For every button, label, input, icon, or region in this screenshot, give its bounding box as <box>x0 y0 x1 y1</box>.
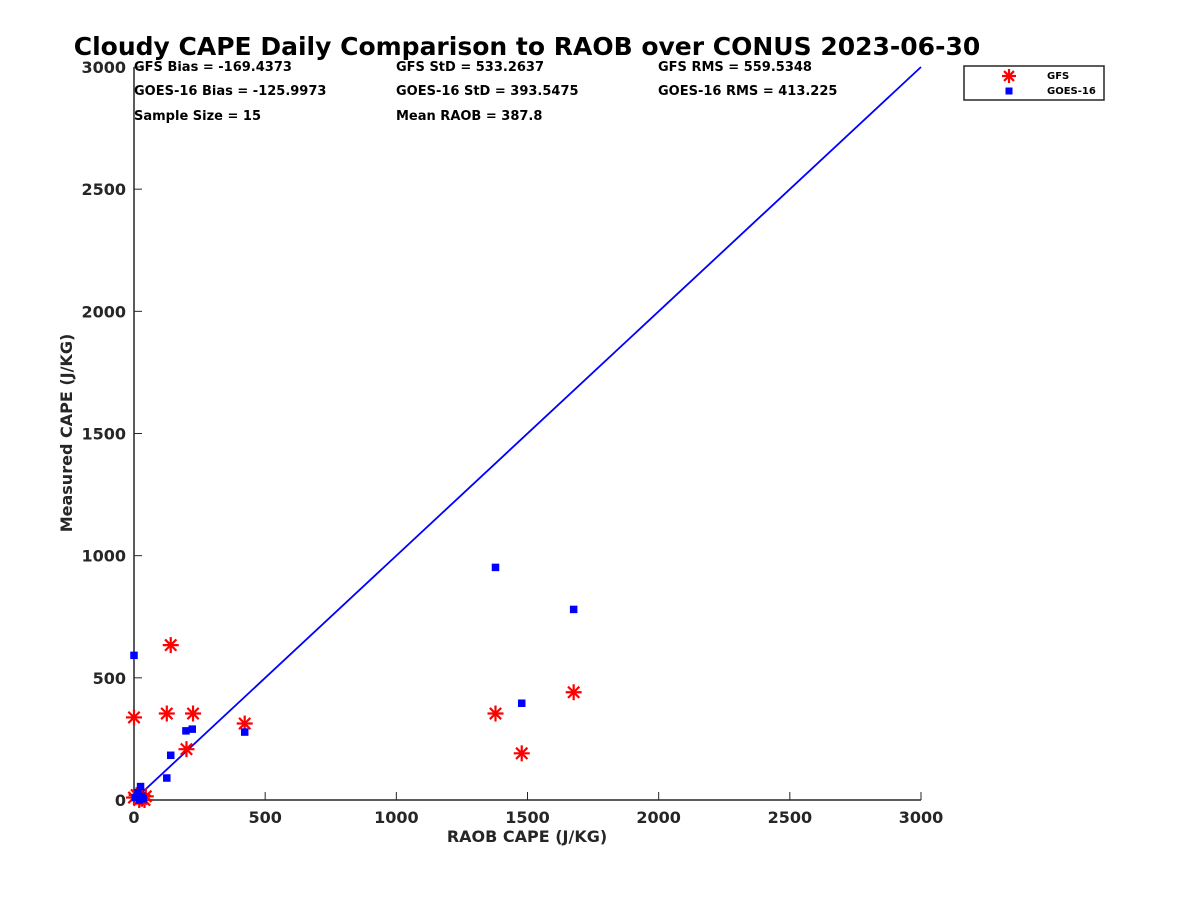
gfs-point <box>487 705 504 722</box>
x-tick-label: 3000 <box>899 808 944 827</box>
y-tick-label: 500 <box>93 669 126 688</box>
stat-text: GOES-16 StD = 393.5475 <box>396 84 579 99</box>
goes16-point <box>182 727 190 735</box>
goes16-point <box>491 563 500 572</box>
goes16-point <box>136 782 145 791</box>
stat-text: GFS StD = 533.2637 <box>396 60 544 75</box>
goes16-point <box>134 788 142 797</box>
goes16-point <box>166 751 175 760</box>
chart-title: Cloudy CAPE Daily Comparison to RAOB ove… <box>74 32 980 61</box>
x-tick-label: 2000 <box>636 808 681 827</box>
data-marks <box>126 563 582 808</box>
y-tick-label: 3000 <box>81 58 126 77</box>
x-tick-label: 500 <box>248 808 281 827</box>
legend-box <box>963 65 1105 101</box>
y-tick-label: 1500 <box>81 425 126 444</box>
legend-goes16-label: GOES-16 <box>1047 86 1096 97</box>
goes16-point <box>135 796 143 804</box>
y-tick-label: 2000 <box>81 302 126 321</box>
x-axis-label: RAOB CAPE (J/KG) <box>447 827 607 846</box>
goes16-point <box>131 793 140 802</box>
x-tick-label: 0 <box>128 808 139 827</box>
gfs-point <box>162 637 179 654</box>
goes16-point <box>569 605 578 614</box>
y-tick-label: 0 <box>115 791 126 810</box>
statistics-annotations: GFS Bias = -169.4373 GFS StD = 533.2637 GF… <box>134 60 837 124</box>
x-tick-label: 1000 <box>374 808 419 827</box>
axes: 0 500 1000 1500 2000 2500 3000 0 500 1000 1500 2000… <box>81 58 943 827</box>
reference-line-group <box>133 66 922 801</box>
x-tick-label: 2500 <box>768 808 813 827</box>
stat-text: GFS RMS = 559.5348 <box>658 60 812 75</box>
y-tick-label: 2500 <box>81 180 126 199</box>
y-axis-label: Measured CAPE (J/KG) <box>57 334 76 533</box>
gfs-point <box>126 709 142 726</box>
stat-text: GFS Bias = -169.4373 <box>134 60 292 75</box>
gfs-point <box>185 705 202 722</box>
goes16-point <box>139 795 147 803</box>
gfs-point <box>565 684 582 701</box>
y-tick-label: 1000 <box>81 547 126 566</box>
stat-text: Sample Size = 15 <box>134 109 261 124</box>
goes16-point <box>163 774 171 782</box>
legend: GFS GOES-16 <box>963 65 1105 101</box>
gfs-point <box>158 705 175 722</box>
legend-goes16-marker <box>1005 87 1013 95</box>
goes16-point <box>188 725 196 733</box>
stat-text: GOES-16 Bias = -125.9973 <box>134 84 326 99</box>
goes16-point <box>517 699 526 707</box>
stat-text: Mean RAOB = 387.8 <box>396 109 542 124</box>
gfs-point <box>178 741 195 758</box>
legend-gfs-label: GFS <box>1047 71 1069 82</box>
gfs-point <box>513 745 530 762</box>
one-to-one-reference-line <box>133 66 922 801</box>
x-tick-label: 1500 <box>505 808 550 827</box>
goes16-point <box>240 728 249 736</box>
stat-text: GOES-16 RMS = 413.225 <box>658 84 837 99</box>
goes16-point <box>130 651 138 660</box>
legend-gfs-marker <box>1002 69 1016 83</box>
